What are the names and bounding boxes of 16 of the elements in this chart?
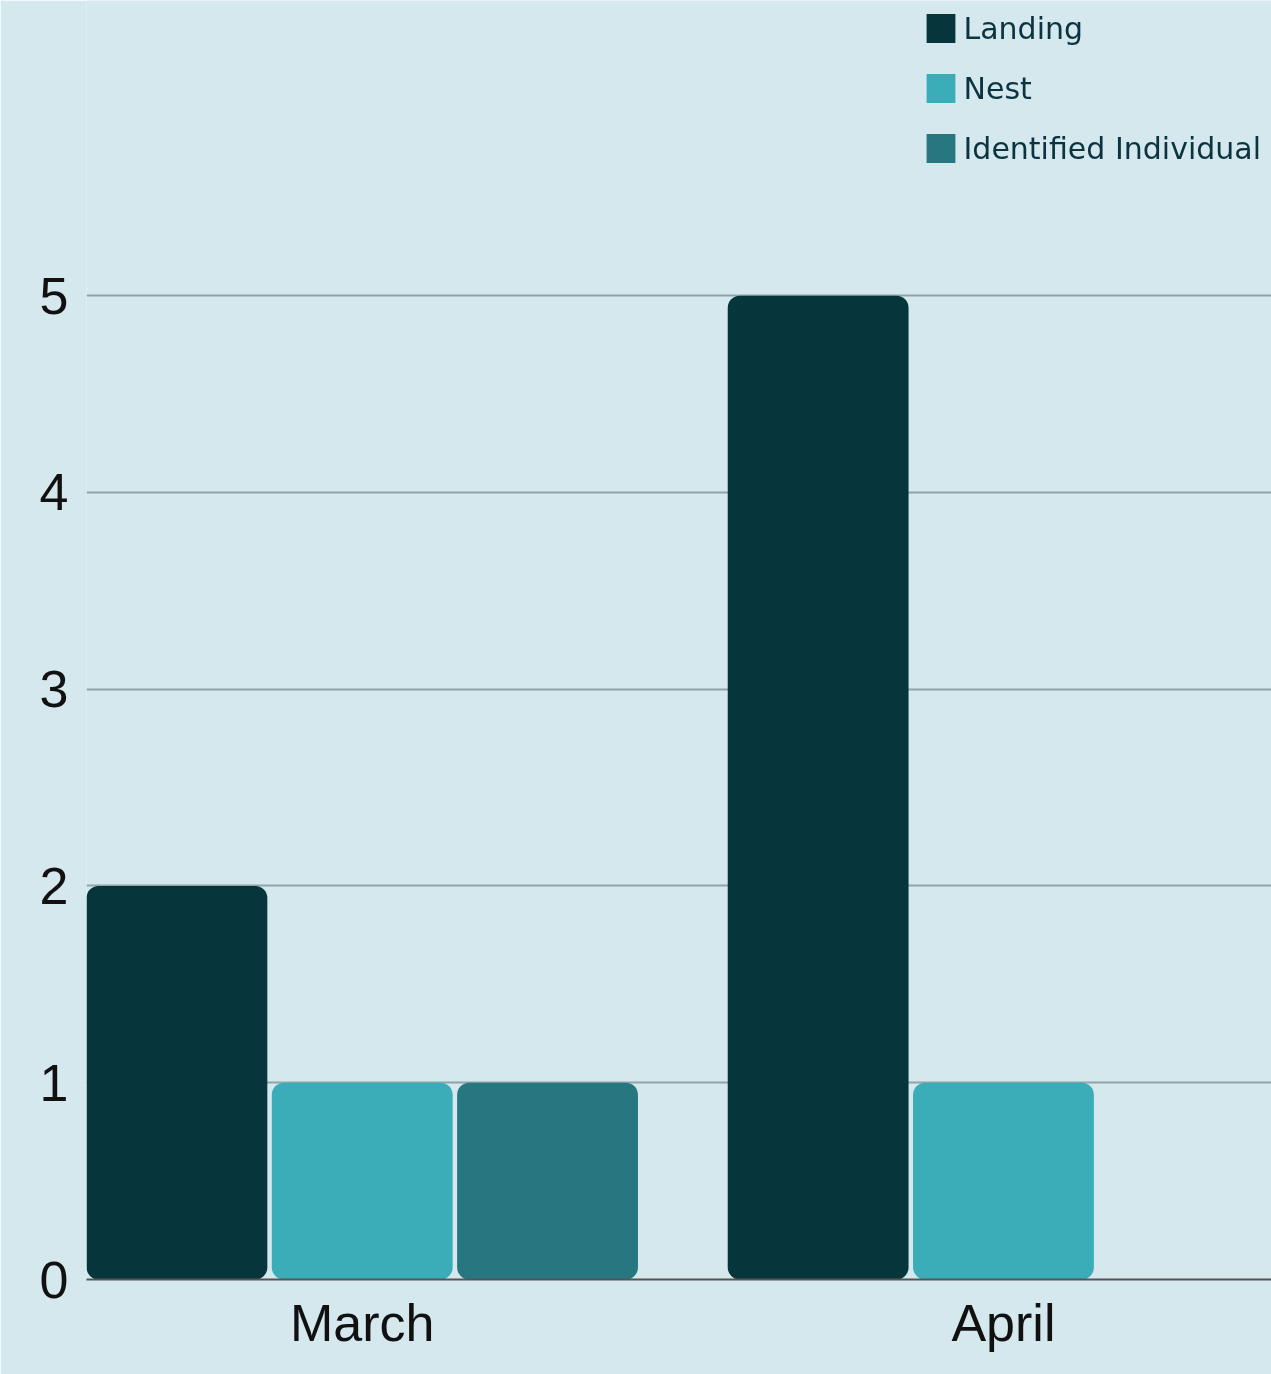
x-tick-label: April <box>951 1293 1056 1352</box>
bar <box>271 1082 453 1280</box>
y-tick-label: 1 <box>39 1053 69 1112</box>
y-tick-label: 4 <box>39 463 69 522</box>
legend-label: Identified Individual <box>963 130 1261 166</box>
bar <box>727 295 909 1280</box>
legend-label: Landing <box>963 10 1084 46</box>
y-tick-label: 0 <box>39 1250 69 1309</box>
legend-label: Nest <box>963 70 1032 106</box>
y-tick-label: 2 <box>39 856 69 915</box>
x-tick-label: March <box>289 1293 435 1352</box>
bar <box>913 1082 1094 1280</box>
bar <box>86 885 268 1280</box>
bar <box>457 1082 638 1280</box>
y-tick-label: 5 <box>39 266 69 325</box>
y-tick-label: 3 <box>39 660 69 719</box>
